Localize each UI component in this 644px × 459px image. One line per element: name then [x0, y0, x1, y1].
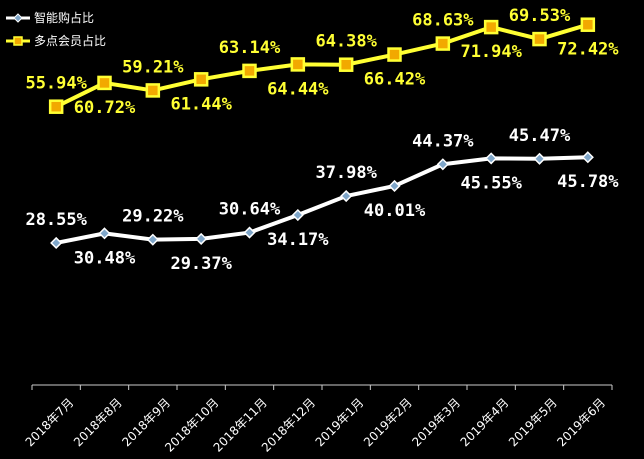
data-point [291, 208, 304, 222]
data-point [387, 47, 402, 62]
data-label: 30.48% [74, 248, 136, 268]
data-point [388, 179, 401, 193]
data-point [146, 233, 159, 246]
data-label: 29.37% [170, 254, 232, 274]
data-point [436, 158, 449, 171]
data-point [483, 19, 499, 35]
data-label: 64.44% [267, 79, 329, 99]
data-point [533, 152, 546, 165]
data-point [485, 152, 498, 165]
data-point [243, 226, 256, 239]
legend-marker [13, 36, 23, 46]
data-point [580, 17, 596, 32]
data-label: 64.38% [315, 32, 377, 52]
data-label: 63.14% [219, 38, 281, 58]
data-point [338, 57, 354, 72]
series-line-0 [55, 155, 588, 245]
data-labels: 28.55% 30.48% 29.22% 29.37% 30.64% 34.17% 37.9… [25, 6, 619, 274]
data-point [242, 63, 257, 79]
data-point [532, 31, 547, 47]
data-point [193, 72, 209, 87]
data-label: 68.63% [412, 11, 474, 31]
data-label: 66.42% [364, 70, 426, 90]
data-label: 29.22% [122, 207, 184, 227]
data-label: 45.78% [557, 172, 619, 192]
data-point [97, 75, 112, 91]
legend-marker [13, 13, 23, 23]
data-label: 40.01% [364, 201, 426, 221]
data-point [340, 189, 353, 203]
data-label: 30.64% [219, 200, 281, 220]
data-label: 45.55% [460, 173, 522, 193]
data-label: 55.94% [25, 74, 87, 94]
data-label: 71.94% [460, 42, 522, 62]
data-point [48, 99, 64, 114]
data-label: 28.55% [25, 210, 87, 230]
data-label: 45.47% [509, 126, 571, 146]
data-point [195, 232, 208, 245]
series-group [48, 17, 596, 250]
legend-label: 智能购占比 [34, 10, 94, 25]
data-label: 44.37% [412, 131, 474, 151]
data-label: 60.72% [74, 98, 136, 118]
data-label: 34.17% [267, 230, 329, 250]
data-point [435, 36, 451, 51]
data-point [98, 227, 111, 240]
legend-label: 多点会员占比 [34, 33, 106, 48]
data-label: 61.44% [170, 94, 232, 114]
data-label: 59.21% [122, 57, 184, 77]
data-point [290, 57, 306, 72]
series-line-1 [55, 22, 589, 109]
data-label: 72.42% [557, 40, 619, 60]
data-label: 69.53% [509, 6, 571, 26]
data-point [581, 151, 594, 164]
data-point [145, 83, 161, 98]
data-point [50, 236, 63, 250]
data-label: 37.98% [315, 163, 377, 183]
